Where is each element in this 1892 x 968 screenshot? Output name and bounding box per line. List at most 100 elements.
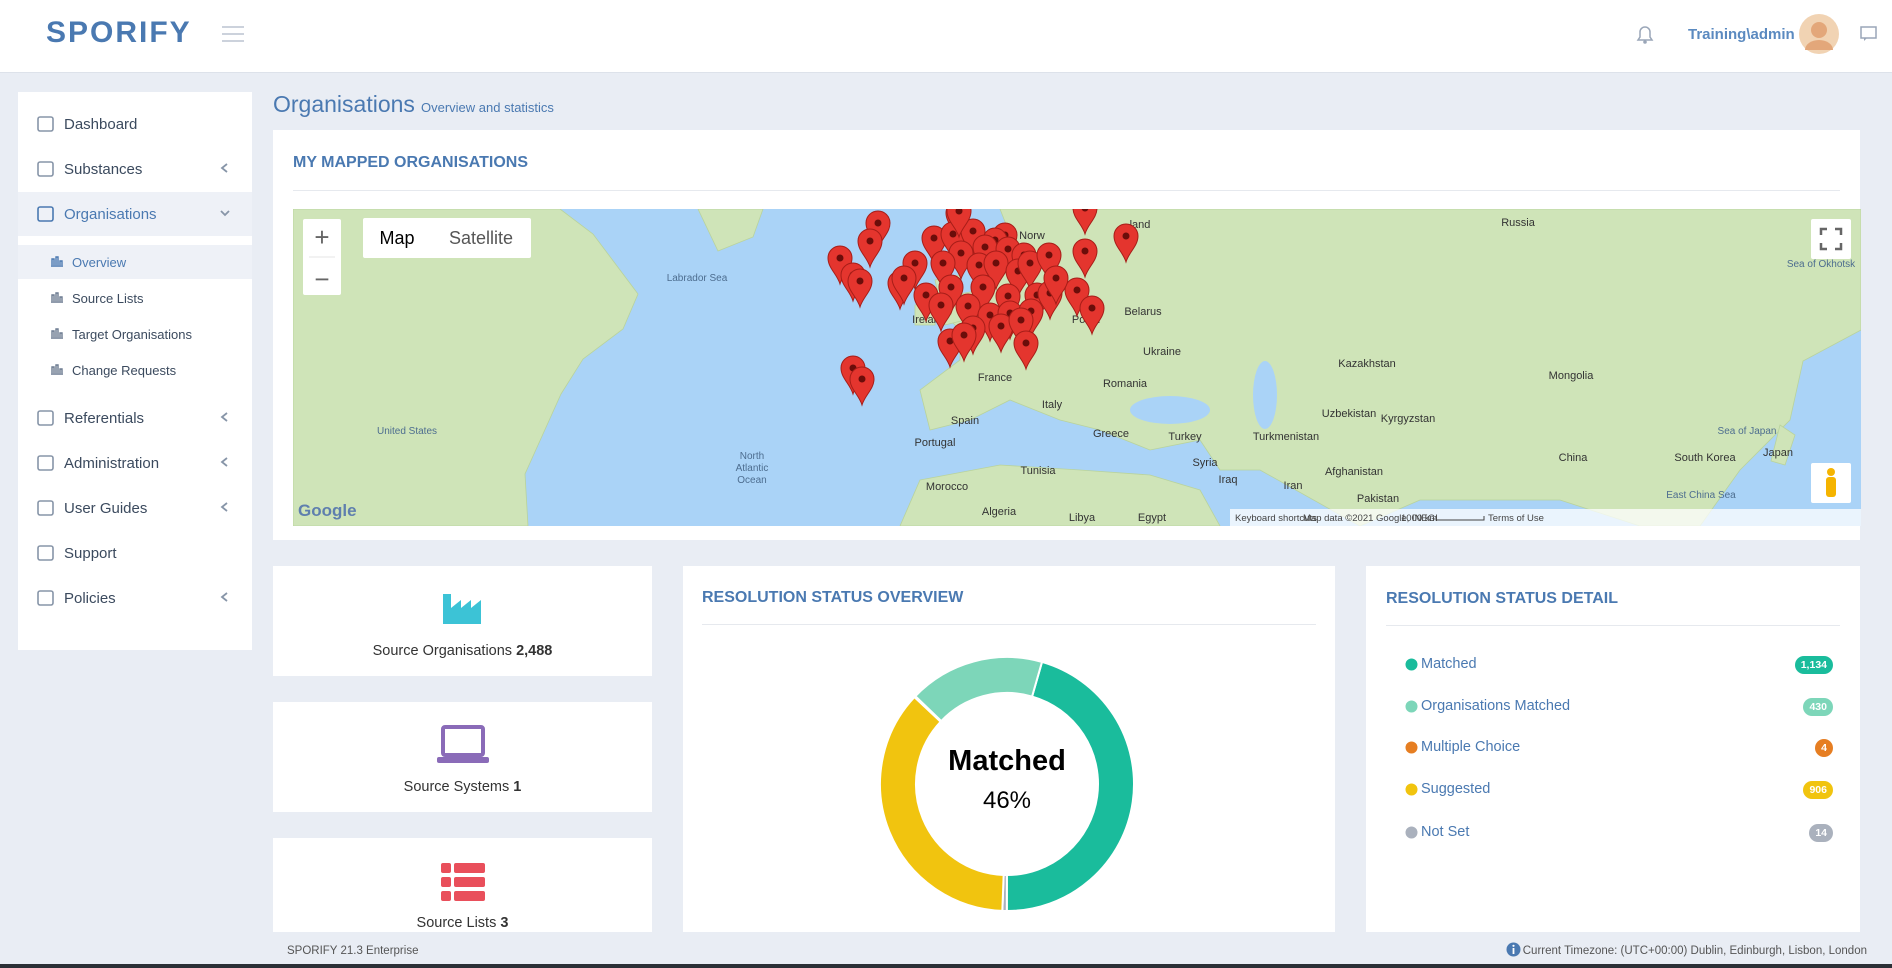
map-label: Kazakhstan [1338,358,1395,370]
marker-dot [1004,292,1012,300]
map-marker[interactable] [921,225,947,266]
sub-item[interactable]: Change Requests [18,353,252,387]
map-marker[interactable] [1036,242,1062,283]
sub-item[interactable]: Overview [18,245,252,279]
pegman-body [1826,477,1836,497]
panel-title: MY MAPPED ORGANISATIONS [293,154,528,171]
map-marker[interactable] [1072,209,1098,236]
map-type-control[interactable] [363,218,531,258]
sub-item[interactable]: Source Lists [18,281,252,315]
map-label: Sea of Okhotsk [1787,259,1856,270]
map-marker[interactable] [955,293,981,334]
map-marker[interactable] [946,209,972,239]
status-row[interactable]: Organisations Matched 430 [1405,694,1833,720]
zoom-out[interactable]: − [314,264,329,294]
sub-label: Change Requests [72,362,177,378]
donut-segment[interactable] [1005,660,1135,913]
timezone: Current Timezone: (UTC+00:00) Dublin, Ed… [1522,945,1867,957]
status-icon [1405,783,1418,796]
icon-shape [51,292,63,303]
sub-icon [51,328,63,339]
nav-label: Support [64,544,117,562]
map-marker[interactable] [930,250,956,291]
nav-item[interactable]: Organisations [18,192,252,236]
chevron-shape [220,502,228,512]
avatar[interactable] [1799,14,1839,54]
map-marker[interactable] [1013,330,1039,371]
nav-item[interactable]: Referentials [18,396,252,440]
map-marker[interactable] [1043,265,1069,306]
map-marker[interactable] [1017,250,1043,291]
map-marker[interactable] [1079,295,1105,336]
status-row[interactable]: Matched 1,134 [1405,652,1833,678]
status-row[interactable]: Multiple Choice 4 [1405,735,1833,761]
marker-dot [981,243,989,251]
map-marker[interactable] [983,250,1009,291]
list-icon [441,863,485,901]
marker-dot [939,259,947,267]
map-marker[interactable] [951,322,977,363]
nav-label: User Guides [64,499,148,517]
nav-item[interactable]: Policies [18,576,252,620]
map-marker[interactable] [1072,238,1098,279]
status-row[interactable]: Not Set 14 [1405,820,1833,846]
map-marker[interactable] [988,313,1014,354]
sub-item[interactable]: Target Organisations [18,317,252,351]
icon-shape [37,206,54,222]
map-marker[interactable] [857,228,883,269]
map-footer-text[interactable]: Terms of Use [1488,513,1544,524]
map-footer-text[interactable]: Map data ©2021 Google, INEGI [1303,513,1438,524]
map-marker[interactable] [1113,223,1139,264]
icon-shape [1405,783,1418,796]
page-subtitle: Overview and statistics [421,100,554,115]
donut-segment[interactable] [913,656,1044,723]
map-footer-text: 1000 km [1401,513,1438,524]
map-label: United States [377,426,437,437]
user-name[interactable]: Training\admin [1688,26,1795,43]
divider [702,624,1316,625]
map-marker[interactable] [1008,307,1034,348]
logo[interactable]: SPORIFY [46,16,192,49]
marker-dot [946,337,954,345]
nav-item[interactable]: Administration [18,441,252,485]
fullscreen-button[interactable] [1811,219,1851,259]
marker-dot [1052,274,1060,282]
nav-item[interactable]: Support [18,531,252,575]
chat[interactable] [1860,26,1878,42]
map-marker[interactable] [847,268,873,309]
nav-item[interactable]: Dashboard [18,102,252,146]
nav-item[interactable]: User Guides [18,486,252,530]
marker-dot [964,302,972,310]
icon-shape [1405,741,1418,754]
nav-item[interactable]: Substances [18,147,252,191]
icon-shape [37,500,54,516]
status-icon [1405,741,1418,754]
marker-dot [866,237,874,245]
map-marker[interactable] [849,366,875,407]
info-icon [1506,942,1521,957]
marker-dot [1122,232,1130,240]
status-label: Suggested [1421,781,1491,797]
marker-dot [1026,259,1034,267]
marker-dot [911,259,919,267]
menu-toggle[interactable] [222,24,246,44]
chevron [220,163,228,173]
map-label: Russia [1501,217,1536,229]
marker-dot [937,301,945,309]
pegman-head [1827,468,1835,476]
status-label: Multiple Choice [1421,739,1521,755]
marker-dot [997,322,1005,330]
status-row[interactable]: Suggested 906 [1405,777,1833,803]
satellite-button[interactable]: Satellite [449,228,513,248]
map-label: Atlantic [736,463,769,474]
marker-dot [1045,251,1053,259]
map-marker[interactable] [891,265,917,306]
zoom-in[interactable]: + [314,222,329,252]
map-button[interactable]: Map [379,228,414,248]
map-marker[interactable] [928,292,954,333]
map-footer-text[interactable]: Keyboard shortcuts [1235,513,1317,524]
notifications[interactable] [1636,25,1654,45]
map-label: Greece [1093,428,1129,440]
land [293,209,639,526]
